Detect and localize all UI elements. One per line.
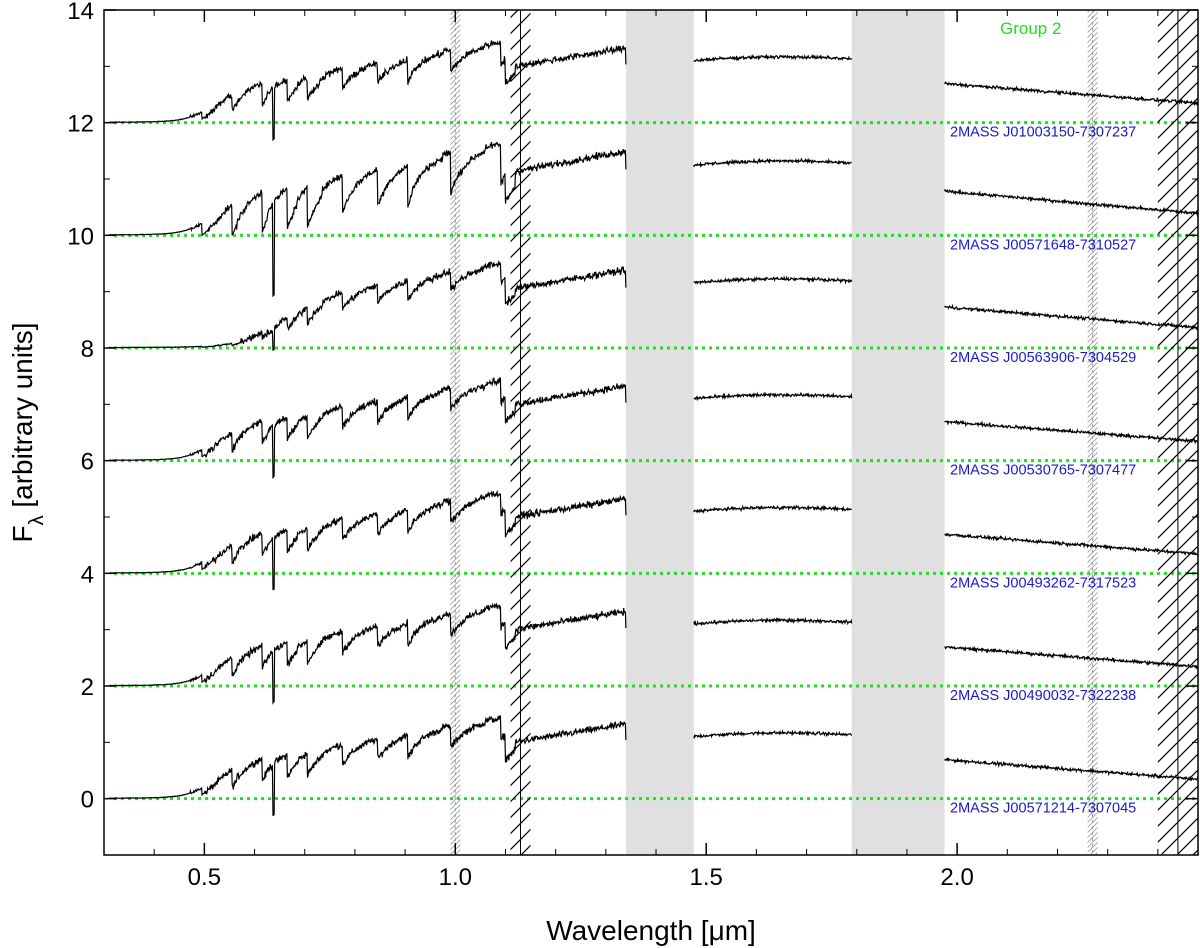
- y-tick-label-7: 14: [67, 0, 94, 25]
- y-tick-label-0: 0: [81, 787, 94, 814]
- group-label: Group 2: [1000, 19, 1061, 38]
- spectrum-0: [108, 714, 1198, 816]
- series-label-2: 2MASS J00493262-7317523: [950, 575, 1136, 591]
- series-label-6: 2MASS J01003150-7307237: [950, 125, 1136, 141]
- x-tick-label-1: 1.0: [439, 864, 472, 891]
- plot-frame: [103, 9, 1199, 856]
- y-tick-label-6: 12: [67, 111, 94, 138]
- spectrum-6: [108, 40, 1198, 142]
- spectrum-3: [108, 377, 1198, 480]
- x-axis-title: Wavelength [μm]: [546, 915, 756, 946]
- spectrum-2: [108, 489, 1198, 591]
- y-tick-label-3: 6: [81, 449, 94, 476]
- gap-band-1: [851, 10, 945, 855]
- spectrum-1: [108, 602, 1198, 705]
- gap-band-0: [625, 10, 694, 855]
- series-label-4: 2MASS J00563906-7304529: [950, 350, 1136, 366]
- y-tick-label-5: 10: [67, 223, 94, 250]
- y-tick-label-4: 8: [81, 336, 94, 363]
- y-tick-label-1: 2: [81, 674, 94, 701]
- series-label-1: 2MASS J00490032-7322238: [950, 688, 1136, 704]
- series-label-0: 2MASS J00571214-7307045: [950, 801, 1136, 817]
- spectrum-5: [109, 141, 1198, 298]
- x-tick-label-2: 1.5: [690, 864, 723, 891]
- spectrum-4: [109, 259, 1198, 351]
- series-label-5: 2MASS J00571648-7310527: [950, 237, 1136, 253]
- x-tick-label-3: 2.0: [940, 864, 973, 891]
- y-axis-title: Fλ [arbitrary units]: [7, 322, 48, 542]
- y-tick-label-2: 4: [81, 561, 94, 588]
- x-tick-label-0: 0.5: [188, 864, 221, 891]
- series-label-3: 2MASS J00530765-7307477: [950, 463, 1136, 479]
